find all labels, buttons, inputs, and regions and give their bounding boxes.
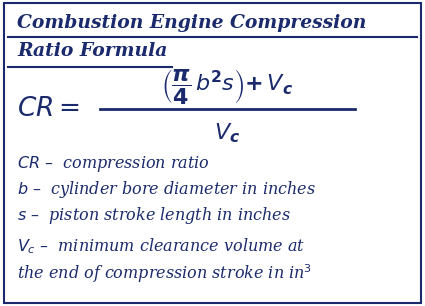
Text: $\mathit{CR}$ –  compression ratio: $\mathit{CR}$ – compression ratio bbox=[17, 154, 210, 174]
Text: Combustion Engine Compression: Combustion Engine Compression bbox=[17, 14, 366, 32]
Text: $\boldsymbol{\mathit{CR}} =$: $\boldsymbol{\mathit{CR}} =$ bbox=[17, 96, 80, 121]
Text: $\left(\dfrac{\boldsymbol{\pi}}{\boldsymbol{4}}\,\boldsymbol{\mathit{b}}^{\bolds: $\left(\dfrac{\boldsymbol{\pi}}{\boldsym… bbox=[161, 67, 294, 106]
Text: $\mathit{b}$ –  cylinder bore diameter in inches: $\mathit{b}$ – cylinder bore diameter in… bbox=[17, 179, 316, 200]
Text: Ratio Formula: Ratio Formula bbox=[17, 42, 167, 60]
Text: $\mathit{s}$ –  piston stroke length in inches: $\mathit{s}$ – piston stroke length in i… bbox=[17, 205, 291, 226]
Text: $\mathit{V}_c$ –  minimum clearance volume at: $\mathit{V}_c$ – minimum clearance volum… bbox=[17, 237, 305, 256]
Text: $\boldsymbol{\mathit{V}}_{\boldsymbol{c}}$: $\boldsymbol{\mathit{V}}_{\boldsymbol{c}… bbox=[214, 121, 241, 145]
Text: the end of compression stroke in in$^3$: the end of compression stroke in in$^3$ bbox=[17, 263, 312, 285]
